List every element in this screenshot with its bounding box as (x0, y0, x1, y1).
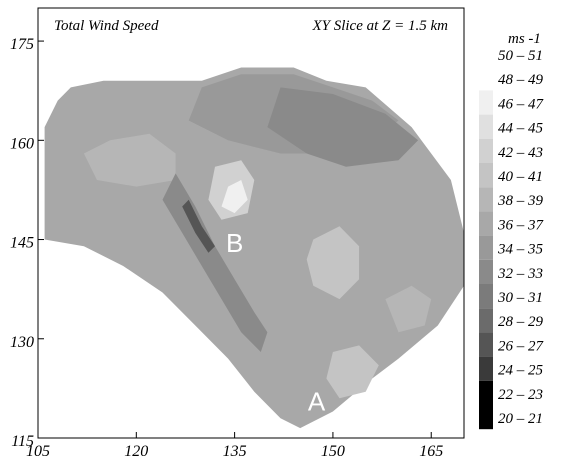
colorbar-label-6: 38 – 39 (497, 193, 544, 209)
wind-contour-region-6 (273, 279, 346, 399)
wind-contour-region-1 (83, 133, 176, 187)
plot-frame (37, 7, 465, 439)
wind-contour-region-12 (385, 285, 432, 333)
y-tick-label-4: 175 (10, 36, 34, 53)
x-tick-label-0: 105 (26, 443, 50, 460)
colorbar-label-10: 30 – 31 (497, 290, 543, 306)
annotation-a: A (308, 387, 326, 417)
colorbar-label-4: 42 – 43 (498, 145, 543, 161)
x-tick-label-3: 150 (321, 443, 345, 460)
colorbar-swatch-8 (479, 235, 493, 260)
colorbar-swatch-2 (479, 90, 493, 115)
y-tick-label-2: 145 (10, 235, 34, 252)
colorbar-label-7: 36 – 37 (497, 217, 545, 233)
colorbar-swatch-11 (479, 308, 493, 333)
colorbar-legend: 50 – 51 48 – 49 46 – 47 44 – 45 42 – 43 40 – … (479, 42, 545, 430)
wind-contour-region-11 (398, 180, 451, 253)
chart-title: Total Wind Speed (54, 18, 159, 34)
colorbar-swatch-5 (479, 163, 493, 188)
chart-subtitle: XY Slice at Z = 1.5 km (311, 18, 448, 34)
colorbar-swatch-12 (479, 332, 493, 357)
colorbar-label-2: 46 – 47 (498, 96, 545, 112)
colorbar-swatch-7 (479, 211, 493, 236)
colorbar-swatch-1 (479, 66, 493, 91)
colorbar-swatch-0 (479, 42, 493, 67)
annotation-b: B (226, 228, 243, 258)
point-annotations: BA (226, 228, 326, 417)
x-tick-label-1: 120 (124, 443, 148, 460)
y-tick-label-3: 160 (10, 135, 34, 152)
colorbar-label-0: 50 – 51 (498, 48, 543, 64)
wind-contour-region-8 (221, 180, 248, 214)
x-tick-label-4: 165 (419, 443, 443, 460)
colorbar-label-14: 22 – 23 (498, 387, 543, 403)
colorbar-label-13: 24 – 25 (498, 363, 544, 379)
y-tick-label-1: 130 (10, 334, 34, 351)
wind-speed-field (44, 67, 464, 429)
colorbar-swatch-4 (479, 138, 493, 163)
colorbar-swatch-3 (479, 114, 493, 139)
colorbar-label-15: 20 – 21 (498, 411, 543, 427)
wind-contour-region-3 (267, 87, 419, 167)
colorbar-swatch-13 (479, 356, 493, 381)
colorbar-label-5: 40 – 41 (498, 169, 543, 185)
colorbar-unit: ms -1 (508, 31, 541, 47)
wind-contour-region-9 (306, 226, 360, 300)
axes: 105 120 135 150 165 115 130 145 160 175 (10, 36, 443, 460)
colorbar-label-3: 44 – 45 (498, 121, 544, 137)
y-tick-label-0: 115 (11, 433, 34, 450)
colorbar-label-8: 34 – 35 (497, 242, 544, 258)
colorbar-label-11: 28 – 29 (498, 314, 544, 330)
colorbar-label-12: 26 – 27 (498, 338, 545, 354)
wind-contour-region-5 (182, 199, 215, 253)
x-tick-label-2: 135 (223, 443, 247, 460)
colorbar-swatch-10 (479, 284, 493, 309)
wind-contour-region-10 (326, 345, 379, 399)
colorbar-swatch-6 (479, 187, 493, 212)
colorbar-label-1: 48 – 49 (498, 72, 544, 88)
colorbar-swatch-15 (479, 405, 493, 430)
colorbar-swatch-9 (479, 259, 493, 284)
colorbar-swatch-14 (479, 380, 493, 405)
colorbar-label-9: 32 – 33 (497, 266, 543, 282)
